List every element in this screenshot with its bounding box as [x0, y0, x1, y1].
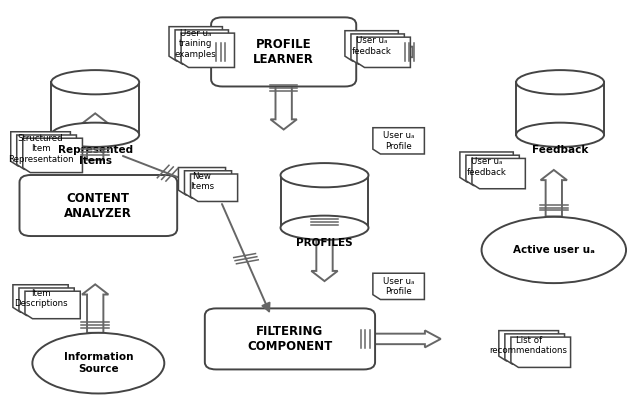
Polygon shape — [472, 158, 525, 189]
Bar — [51, 82, 139, 135]
Text: Item
Descriptions: Item Descriptions — [13, 289, 67, 308]
Polygon shape — [541, 170, 567, 217]
Text: PROFILES: PROFILES — [296, 238, 353, 248]
Polygon shape — [499, 330, 559, 361]
Ellipse shape — [280, 216, 369, 240]
Polygon shape — [179, 168, 225, 195]
Polygon shape — [466, 155, 519, 186]
Bar — [516, 82, 604, 135]
Polygon shape — [184, 171, 232, 198]
Polygon shape — [271, 79, 297, 129]
Polygon shape — [82, 284, 108, 333]
Polygon shape — [365, 330, 441, 348]
Text: User uₐ
feedback: User uₐ feedback — [467, 158, 506, 177]
Polygon shape — [17, 135, 76, 169]
Ellipse shape — [516, 123, 604, 147]
FancyBboxPatch shape — [19, 175, 177, 236]
Text: Represented
Items: Represented Items — [58, 145, 132, 166]
Polygon shape — [351, 34, 404, 64]
Text: PROFILE
LEARNER: PROFILE LEARNER — [253, 38, 314, 66]
Text: User uₐ
Profile: User uₐ Profile — [383, 277, 414, 296]
Text: User uₐ
Profile: User uₐ Profile — [383, 131, 414, 151]
Ellipse shape — [481, 217, 626, 283]
Polygon shape — [11, 132, 70, 166]
Text: Structured
Item
Representation: Structured Item Representation — [8, 134, 74, 164]
Polygon shape — [373, 273, 424, 300]
Polygon shape — [311, 229, 338, 281]
Polygon shape — [373, 128, 424, 154]
Polygon shape — [191, 174, 237, 201]
Polygon shape — [221, 44, 280, 60]
Polygon shape — [175, 30, 228, 64]
FancyBboxPatch shape — [205, 309, 375, 370]
Text: User uₐ
feedback: User uₐ feedback — [352, 36, 392, 55]
Polygon shape — [505, 334, 564, 364]
Polygon shape — [23, 138, 83, 173]
Ellipse shape — [280, 163, 369, 187]
Polygon shape — [13, 285, 68, 312]
Polygon shape — [169, 26, 223, 61]
Text: Feedback: Feedback — [532, 145, 588, 155]
Polygon shape — [19, 288, 74, 315]
Polygon shape — [345, 31, 398, 61]
Ellipse shape — [51, 70, 139, 94]
Text: CONTENT
ANALYZER: CONTENT ANALYZER — [65, 192, 132, 219]
Ellipse shape — [51, 123, 139, 147]
Ellipse shape — [516, 70, 604, 94]
FancyBboxPatch shape — [211, 18, 356, 86]
Text: New
Items: New Items — [190, 172, 214, 191]
Text: User uₐ
training
examples: User uₐ training examples — [175, 29, 216, 59]
Polygon shape — [82, 114, 108, 160]
Polygon shape — [346, 44, 412, 60]
Polygon shape — [460, 152, 513, 182]
Text: FILTERING
COMPONENT: FILTERING COMPONENT — [247, 325, 333, 353]
Text: List of
recommendations: List of recommendations — [490, 336, 568, 355]
Bar — [280, 175, 369, 228]
Text: Active user uₐ: Active user uₐ — [513, 245, 595, 255]
Text: Information
Source: Information Source — [63, 352, 133, 374]
Polygon shape — [25, 291, 80, 319]
Polygon shape — [511, 337, 571, 368]
Polygon shape — [181, 33, 234, 68]
Ellipse shape — [33, 333, 164, 394]
Polygon shape — [357, 37, 410, 68]
